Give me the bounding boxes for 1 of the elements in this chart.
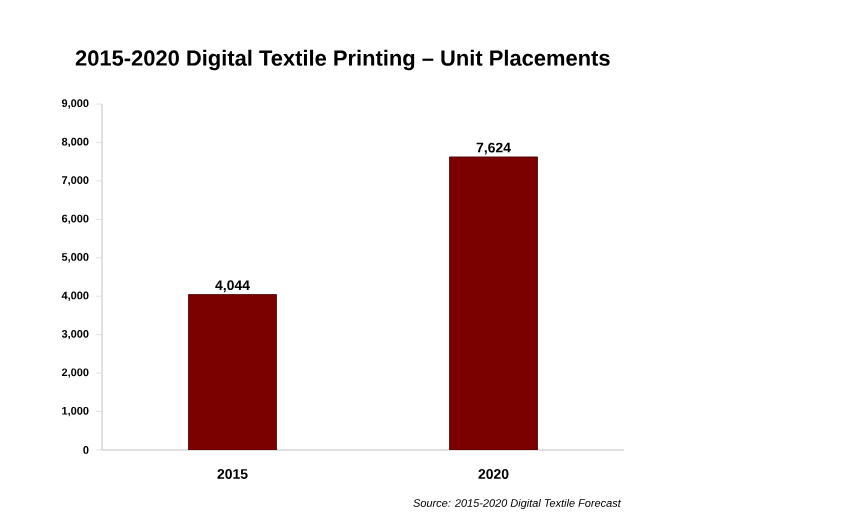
chart-title: 2015-2020 Digital Textile Printing – Unit Placements bbox=[75, 49, 610, 71]
